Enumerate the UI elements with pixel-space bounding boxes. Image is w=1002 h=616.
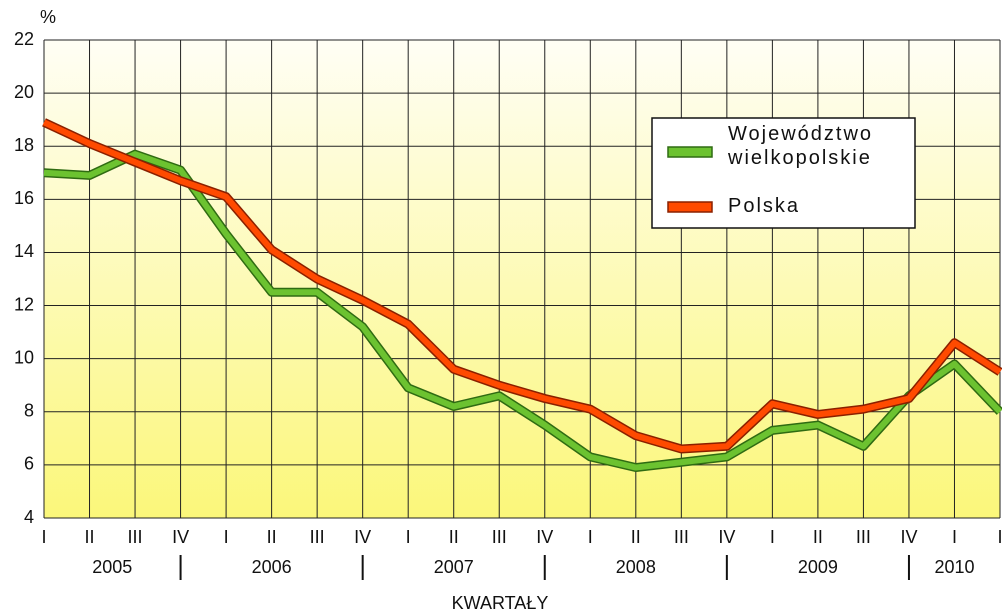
x-tick-label: IV	[900, 527, 917, 547]
x-tick-label: IV	[718, 527, 735, 547]
legend-swatch	[667, 201, 713, 213]
y-tick-label: 14	[14, 241, 34, 261]
y-tick-label: 16	[14, 188, 34, 208]
y-tick-label: 12	[14, 294, 34, 314]
x-tick-label: I	[224, 527, 229, 547]
x-tick-label: I	[406, 527, 411, 547]
legend-label-box: Województwo wielkopolskie	[728, 123, 874, 169]
legend-label: Polska	[728, 195, 801, 217]
year-label: 2008	[616, 557, 656, 577]
x-tick-label: I	[41, 527, 46, 547]
y-tick-label: 18	[14, 135, 34, 155]
legend-label: Województwo wielkopolskie	[728, 123, 874, 169]
year-label: 2009	[798, 557, 838, 577]
y-tick-label: 4	[24, 507, 34, 527]
y-tick-label: 20	[14, 82, 34, 102]
x-tick-label: IV	[172, 527, 189, 547]
series-line	[42, 119, 1002, 452]
y-tick-label: 8	[24, 401, 34, 421]
y-tick-label: 10	[14, 347, 34, 367]
x-tick-label: III	[128, 527, 143, 547]
year-label: 2010	[934, 557, 974, 577]
x-tick-label: I	[952, 527, 957, 547]
y-tick-label: 22	[14, 29, 34, 49]
series-line	[43, 151, 1002, 471]
x-tick-label: II	[631, 527, 641, 547]
x-tick-label: II	[267, 527, 277, 547]
x-tick-label: II	[85, 527, 95, 547]
legend-swatch	[667, 146, 713, 158]
x-tick-label: I	[588, 527, 593, 547]
y-unit: %	[40, 7, 56, 27]
y-tick-label: 6	[24, 454, 34, 474]
x-tick-label: III	[674, 527, 689, 547]
x-tick-label: II	[813, 527, 823, 547]
x-tick-label: III	[492, 527, 507, 547]
x-tick-label: II	[449, 527, 459, 547]
year-label: 2005	[92, 557, 132, 577]
x-tick-label: IV	[354, 527, 371, 547]
x-tick-label: IV	[536, 527, 553, 547]
x-tick-label: I	[997, 527, 1002, 547]
x-tick-label: III	[856, 527, 871, 547]
x-tick-label: I	[770, 527, 775, 547]
x-tick-label: III	[310, 527, 325, 547]
year-label: 2006	[252, 557, 292, 577]
x-axis-label: KWARTAŁY	[452, 593, 549, 613]
legend-label-box: Polska	[728, 195, 801, 217]
year-label: 2007	[434, 557, 474, 577]
